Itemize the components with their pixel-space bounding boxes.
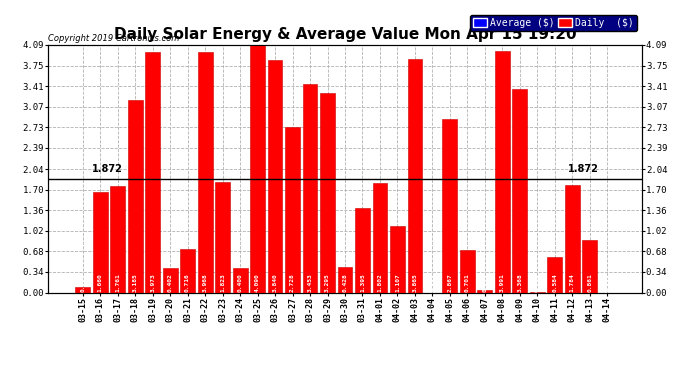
Text: 0.047: 0.047: [482, 273, 487, 292]
Bar: [110, 186, 125, 292]
Text: 1.395: 1.395: [360, 273, 365, 292]
Title: Daily Solar Energy & Average Value Mon Apr 15 19:20: Daily Solar Energy & Average Value Mon A…: [114, 27, 576, 42]
Bar: [233, 268, 248, 292]
Text: 0.089: 0.089: [80, 273, 85, 292]
Text: 1.823: 1.823: [220, 273, 225, 292]
Bar: [390, 225, 405, 292]
Bar: [547, 257, 562, 292]
Text: 0.000: 0.000: [605, 273, 610, 292]
Text: 3.973: 3.973: [150, 273, 155, 292]
Text: 0.015: 0.015: [535, 273, 540, 292]
Bar: [477, 290, 493, 292]
Bar: [408, 58, 422, 292]
Text: 1.802: 1.802: [377, 273, 382, 292]
Text: 0.716: 0.716: [185, 273, 190, 292]
Legend: Average ($), Daily  ($): Average ($), Daily ($): [470, 15, 637, 31]
Text: 1.107: 1.107: [395, 273, 400, 292]
Text: 0.402: 0.402: [168, 273, 172, 292]
Text: 3.295: 3.295: [325, 273, 330, 292]
Text: 3.185: 3.185: [132, 273, 138, 292]
Bar: [513, 89, 527, 292]
Text: 1.660: 1.660: [98, 273, 103, 292]
Text: 3.865: 3.865: [413, 273, 417, 292]
Bar: [303, 84, 317, 292]
Bar: [460, 250, 475, 292]
Bar: [145, 52, 160, 292]
Text: 0.000: 0.000: [430, 273, 435, 292]
Bar: [92, 192, 108, 292]
Text: 1.872: 1.872: [568, 164, 598, 174]
Text: 3.840: 3.840: [273, 273, 277, 292]
Bar: [582, 240, 598, 292]
Bar: [285, 128, 300, 292]
Text: 3.991: 3.991: [500, 273, 505, 292]
Text: 1.761: 1.761: [115, 273, 120, 292]
Bar: [495, 51, 510, 292]
Bar: [442, 119, 457, 292]
Text: 0.701: 0.701: [465, 273, 470, 292]
Bar: [128, 100, 143, 292]
Text: 2.728: 2.728: [290, 273, 295, 292]
Text: 2.867: 2.867: [447, 273, 453, 292]
Text: 3.968: 3.968: [203, 273, 208, 292]
Bar: [75, 287, 90, 292]
Bar: [180, 249, 195, 292]
Text: 1.784: 1.784: [570, 273, 575, 292]
Text: 4.090: 4.090: [255, 273, 260, 292]
Bar: [373, 183, 387, 292]
Text: 0.400: 0.400: [237, 273, 243, 292]
Bar: [355, 208, 370, 292]
Bar: [565, 184, 580, 292]
Text: 0.584: 0.584: [552, 273, 558, 292]
Bar: [215, 182, 230, 292]
Bar: [197, 53, 213, 292]
Text: Copyright 2019 Cartronics.com: Copyright 2019 Cartronics.com: [48, 33, 179, 42]
Text: 3.453: 3.453: [308, 273, 313, 292]
Text: 3.368: 3.368: [518, 273, 522, 292]
Text: 1.872: 1.872: [92, 164, 122, 174]
Text: 0.861: 0.861: [587, 273, 592, 292]
Bar: [268, 60, 282, 292]
Bar: [337, 267, 353, 292]
Bar: [163, 268, 177, 292]
Bar: [250, 45, 265, 292]
Bar: [320, 93, 335, 292]
Text: 0.428: 0.428: [342, 273, 348, 292]
